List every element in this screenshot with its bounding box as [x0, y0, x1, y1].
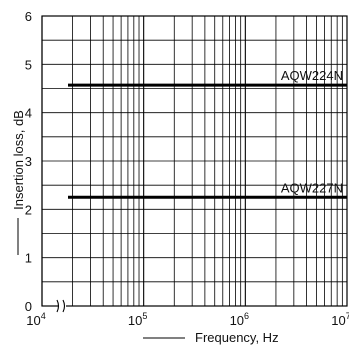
y-tick-label: 2 [25, 202, 32, 217]
x-tick-label: 107 [331, 311, 349, 328]
axis-break-icon [56, 299, 66, 313]
y-axis-title: Insertion loss, dB [11, 110, 26, 210]
axis-break-stroke [62, 299, 66, 313]
x-tick-exponent: 7 [346, 311, 349, 321]
x-tick-exponent: 6 [244, 311, 249, 321]
y-tick-label: 4 [25, 106, 32, 121]
x-tick-base: 10 [230, 313, 244, 328]
x-tick-label: 104 [26, 311, 45, 328]
x-tick-exponent: 5 [142, 311, 147, 321]
x-tick-label: 106 [230, 311, 249, 328]
x-axis-label: Frequency, Hz [195, 330, 279, 345]
grid [41, 15, 347, 307]
series-label: AQW227N [281, 180, 343, 195]
y-tick-label: 0 [25, 299, 32, 314]
series-group: AQW224N AQW227N [68, 68, 347, 199]
y-tick-label: 5 [25, 57, 32, 72]
x-tick-base: 10 [26, 313, 40, 328]
y-axis-label: Insertion loss, dB [11, 110, 26, 210]
series-label: AQW224N [281, 68, 343, 83]
x-tick-exponent: 4 [41, 311, 46, 321]
axis-break-stroke [56, 299, 60, 313]
x-tick-label: 105 [128, 311, 147, 328]
y-tick-label: 1 [25, 251, 32, 266]
x-tick-base: 10 [128, 313, 142, 328]
y-tick-label: 3 [25, 154, 32, 169]
y-tick-label: 6 [25, 9, 32, 24]
y-tick-labels: 0 1 2 3 4 5 6 [25, 9, 32, 314]
x-tick-labels: 104 105 106 107 [26, 311, 349, 328]
x-tick-base: 10 [331, 313, 345, 328]
plot-frame [41, 15, 348, 307]
axis-break-gap [58, 300, 66, 312]
